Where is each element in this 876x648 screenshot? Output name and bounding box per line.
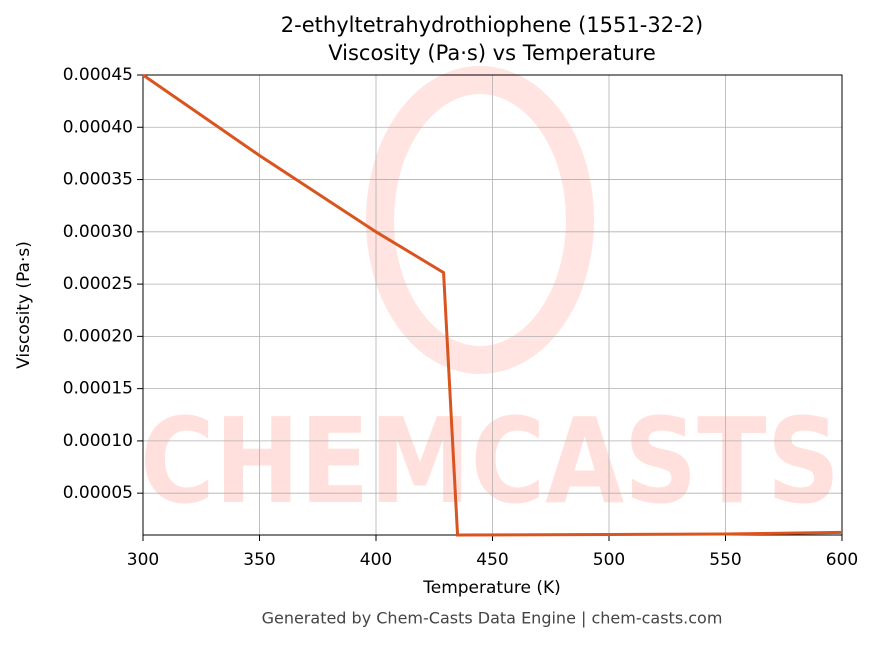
x-tick-label: 450: [476, 550, 508, 570]
y-tick-label: 0.00010: [63, 431, 133, 451]
watermark-logo: [366, 66, 594, 374]
y-tick-label: 0.00025: [63, 274, 133, 294]
footer: Generated by Chem-Casts Data Engine | ch…: [262, 609, 723, 628]
y-tick-label: 0.00015: [63, 379, 133, 399]
chart-subtitle: Viscosity (Pa·s) vs Temperature: [328, 41, 656, 65]
y-tick-label: 0.00040: [63, 117, 133, 137]
y-tick-label: 0.00045: [63, 65, 133, 85]
x-tick-label: 550: [709, 550, 741, 570]
data-line: [142, 73, 843, 537]
x-tick-label: 600: [826, 550, 858, 570]
y-tick-label: 0.00005: [63, 483, 133, 503]
y-tick-label: 0.00020: [63, 326, 133, 346]
y-tick-label: 0.00035: [63, 170, 133, 190]
x-axis-label: Temperature (K): [422, 578, 561, 598]
chart-title: 2-ethyltetrahydrothiophene (1551-32-2): [281, 13, 703, 37]
x-tick-label: 500: [593, 550, 625, 570]
y-axis-label: Viscosity (Pa·s): [14, 241, 34, 369]
x-tick-label: 300: [127, 550, 159, 570]
x-tick-label: 400: [360, 550, 392, 570]
x-tick-label: 350: [243, 550, 275, 570]
y-tick-label: 0.00030: [63, 222, 133, 242]
watermark: CHEMCASTS: [140, 392, 840, 530]
